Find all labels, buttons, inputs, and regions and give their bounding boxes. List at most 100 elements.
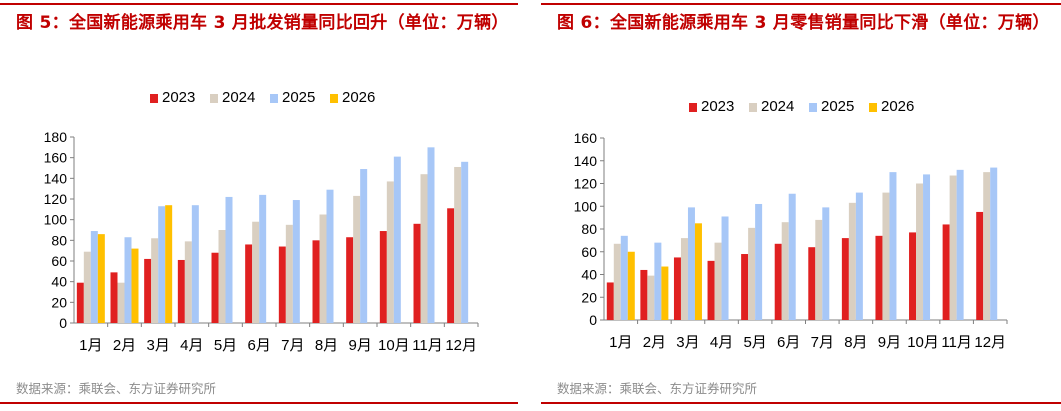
right-bar-2025-12 (990, 167, 998, 320)
left-bar-2023-8 (312, 240, 320, 323)
left-y-tick-label: 160 (44, 150, 68, 166)
left-x-tick-label: 12月 (445, 337, 477, 354)
left-bottom-rule (0, 402, 518, 404)
right-x-tick-label: 1月 (609, 334, 632, 351)
left-y-tick-label: 80 (51, 232, 67, 248)
left-bar-2024-7 (285, 224, 293, 323)
left-y-tick-label: 40 (51, 274, 67, 290)
left-bar-2024-6 (252, 221, 260, 323)
right-chart-title: 图 6：全国新能源乘用车 3 月零售销量同比下滑（单位：万辆） (557, 13, 1050, 33)
right-bar-2025-10 (923, 174, 931, 320)
left-y-tick-label: 180 (44, 129, 68, 145)
right-x-tick-label: 11月 (941, 334, 972, 351)
right-bar-2025-11 (956, 169, 964, 320)
left-x-tick-label: 10月 (378, 337, 410, 354)
left-bar-2024-5 (218, 230, 226, 323)
left-bar-2024-10 (386, 181, 394, 323)
left-bar-2025-5 (225, 196, 233, 323)
right-bottom-rule (541, 402, 1061, 404)
right-bar-2023-11 (942, 224, 950, 320)
right-bar-2024-10 (916, 183, 924, 320)
left-legend-label-2024: 2024 (222, 89, 255, 106)
left-chart-title: 图 5：全国新能源乘用车 3 月批发销量同比回升（单位：万辆） (16, 13, 509, 33)
left-legend-label-2026: 2026 (342, 89, 375, 106)
right-x-tick-label: 9月 (878, 334, 901, 351)
right-bar-2024-2 (647, 275, 655, 320)
left-x-tick-label: 9月 (348, 337, 371, 354)
left-bar-2024-8 (319, 214, 327, 323)
right-y-tick-label: 20 (581, 289, 597, 305)
left-x-tick-label: 11月 (412, 337, 443, 354)
left-legend-swatch-2025 (270, 94, 278, 103)
left-bar-2025-10 (393, 156, 401, 323)
right-bar-2023-4 (707, 260, 715, 320)
right-bar-2023-5 (741, 254, 749, 320)
right-legend-swatch-2024 (749, 103, 757, 112)
left-y-tick-label: 140 (44, 170, 68, 186)
left-bar-2023-4 (177, 259, 185, 323)
left-y-tick-label: 0 (59, 315, 67, 331)
left-x-tick-label: 4月 (180, 337, 203, 354)
right-y-tick-label: 40 (581, 267, 597, 283)
left-bar-2024-3 (151, 238, 159, 323)
right-bar-2023-3 (673, 257, 681, 320)
left-bar-2023-11 (413, 223, 421, 323)
right-legend-label-2024: 2024 (761, 98, 794, 115)
right-bar-2024-1 (613, 243, 621, 320)
left-x-tick-label: 2月 (113, 337, 136, 354)
left-bar-2023-9 (346, 237, 354, 323)
left-bar-2024-1 (83, 251, 91, 323)
right-bar-2025-8 (855, 192, 863, 320)
left-bar-2024-9 (353, 195, 361, 323)
right-legend-label-2025: 2025 (821, 98, 854, 115)
right-bar-2024-7 (815, 219, 823, 320)
left-bar-2025-4 (191, 205, 199, 323)
right-y-tick-label: 60 (581, 244, 597, 260)
right-legend-swatch-2026 (869, 103, 877, 112)
left-bar-chart: 2023 2024 2025 2026 0 20 40 60 80 100 120 140 160 180… (44, 89, 479, 354)
right-y-tick-label: 140 (574, 153, 598, 169)
right-bar-2025-2 (654, 242, 662, 320)
left-legend-label-2025: 2025 (282, 89, 315, 106)
right-bar-2025-9 (889, 172, 897, 320)
left-bar-2026-3 (165, 205, 173, 323)
left-y-tick-label: 20 (51, 294, 67, 310)
left-y-tick-label: 60 (51, 253, 67, 269)
right-bar-2023-8 (841, 238, 849, 320)
right-x-tick-label: 6月 (777, 334, 800, 351)
left-y-tick-label: 100 (44, 212, 68, 228)
right-x-tick-label: 3月 (676, 334, 699, 351)
right-x-tick-label: 12月 (974, 334, 1006, 351)
left-x-tick-label: 7月 (281, 337, 304, 354)
right-y-tick-label: 160 (574, 130, 598, 146)
right-x-tick-label: 2月 (643, 334, 666, 351)
left-bar-2025-6 (259, 194, 267, 323)
left-bar-2025-3 (158, 206, 166, 323)
left-y-tick-label: 120 (44, 191, 68, 207)
left-bar-2026-1 (97, 234, 105, 323)
left-chart-panel: 图 5：全国新能源乘用车 3 月批发销量同比回升（单位：万辆） 2023 2024… (0, 0, 518, 411)
left-bar-2024-11 (420, 174, 428, 323)
right-bar-2025-4 (721, 216, 729, 320)
right-x-tick-label: 10月 (907, 334, 939, 351)
right-x-tick-label: 5月 (743, 334, 766, 351)
right-y-tick-label: 80 (581, 221, 597, 237)
left-bar-2024-4 (184, 241, 192, 323)
right-bar-2024-6 (781, 222, 789, 320)
right-title-rule (541, 3, 1061, 5)
right-bar-2025-3 (687, 207, 695, 320)
right-legend-swatch-2025 (809, 103, 817, 112)
right-source-note: 数据来源：乘联会、东方证券研究所 (557, 381, 758, 396)
left-legend-swatch-2024 (210, 94, 218, 103)
left-bar-2025-8 (326, 189, 334, 323)
left-x-tick-label: 5月 (214, 337, 237, 354)
left-bar-2023-2 (110, 272, 118, 323)
left-bar-2024-12 (454, 166, 462, 323)
right-bar-2024-5 (748, 227, 756, 320)
right-x-tick-label: 8月 (844, 334, 867, 351)
right-bar-2024-8 (848, 202, 856, 320)
left-bar-2025-12 (461, 161, 469, 323)
right-x-tick-label: 7月 (811, 334, 834, 351)
right-bar-2023-12 (976, 211, 984, 320)
right-bar-2023-6 (774, 243, 782, 320)
